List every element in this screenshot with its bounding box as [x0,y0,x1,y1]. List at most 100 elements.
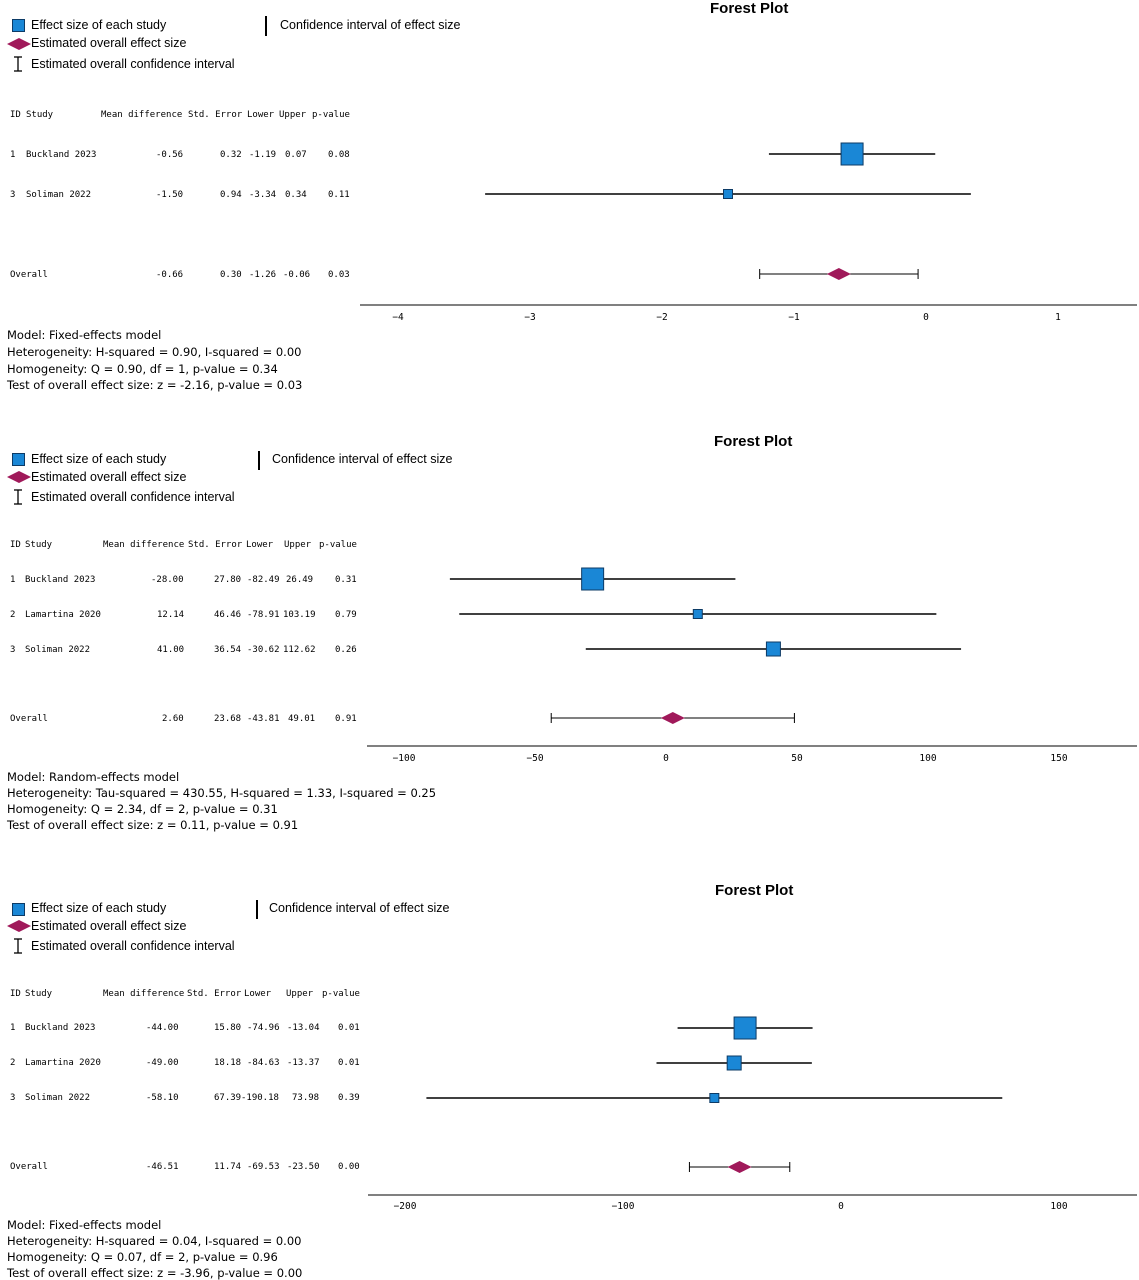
study-effect-marker [692,609,703,619]
overall-effect-diamond [727,1161,752,1173]
overall-upper: -0.06 [283,270,311,280]
footer-heterogeneity: Heterogeneity: H-squared = 0.04, I-squar… [7,1234,302,1248]
footer-model: Model: Random-effects model [7,770,180,784]
overall-ci-legend-icon [14,938,22,954]
header-md: Mean difference [103,540,185,550]
row-se: 36.54 [214,645,242,655]
footer-test: Test of overall effect size: z = 0.11, p… [7,818,299,832]
overall-label: Overall [10,270,48,280]
legend-overall-label: Estimated overall effect size [31,36,187,50]
overall-ci-legend-icon [14,489,22,505]
row-lower: -1.19 [249,150,277,160]
row-p: 0.79 [335,610,357,620]
header-se: Std. Error [188,540,243,550]
row-p: 0.01 [338,1023,360,1033]
row-id: 3 [10,645,16,655]
header-md: Mean difference [103,989,185,999]
study-effect-marker [709,1093,720,1103]
row-se: 18.18 [214,1058,242,1068]
header-se: Std. Error [187,989,242,999]
header-md: Mean difference [101,110,183,120]
overall-upper: -23.50 [287,1162,320,1172]
overall-legend-icon [7,920,31,932]
header-study: Study [25,989,53,999]
legend-ci-label: Confidence interval of effect size [280,18,461,32]
row-id: 1 [10,575,16,585]
overall-ci-legend-icon [14,56,22,72]
overall-md: 2.60 [162,714,184,724]
row-lower: -74.96 [247,1023,280,1033]
overall-se: 11.74 [214,1162,242,1172]
header-p: p-value [322,989,360,999]
row-id: 1 [10,150,16,160]
row-md: -58.10 [146,1093,179,1103]
legend-overall-ci-label: Estimated overall confidence interval [31,490,235,504]
ci-legend-icon [256,900,258,919]
overall-md: -0.66 [156,270,184,280]
chart-title: Forest Plot [710,0,789,17]
row-upper: 112.62 [283,645,316,655]
row-id: 2 [10,1058,16,1068]
header-upper: Upper [279,110,307,120]
row-md: -44.00 [146,1023,179,1033]
header-lower: Lower [246,540,274,550]
study-effect-marker [581,567,605,591]
row-lower: -82.49 [247,575,280,585]
overall-se: 23.68 [214,714,242,724]
overall-upper: 49.01 [288,714,316,724]
row-study: Buckland 2023 [25,575,96,585]
row-se: 0.32 [220,150,242,160]
ci-legend-icon [258,451,260,470]
footer-heterogeneity: Heterogeneity: H-squared = 0.90, I-squar… [7,345,302,359]
study-effect-marker [726,1055,742,1071]
footer-heterogeneity: Heterogeneity: Tau-squared = 430.55, H-s… [7,786,437,800]
legend-ci-label: Confidence interval of effect size [269,901,450,915]
row-upper: -13.37 [287,1058,320,1068]
x-tick-label: −200 [394,1201,417,1212]
x-tick-label: 0 [663,753,669,764]
x-tick-label: −50 [526,753,543,764]
overall-p: 0.03 [328,270,350,280]
row-md: -49.00 [146,1058,179,1068]
x-tick-label: −100 [612,1201,635,1212]
overall-legend-icon [7,38,31,50]
row-md: -28.00 [151,575,184,585]
header-lower: Lower [244,989,272,999]
overall-se: 0.30 [220,270,242,280]
x-tick-label: 150 [1050,753,1067,764]
legend-effect-label: Effect size of each study [31,18,167,32]
header-study: Study [25,540,53,550]
x-tick-label: 1 [1055,312,1061,323]
x-tick-label: 50 [791,753,803,764]
row-study: Soliman 2022 [25,645,91,655]
row-p: 0.31 [335,575,357,585]
header-id: ID [10,989,21,999]
row-id: 1 [10,1023,16,1033]
row-p: 0.11 [328,190,350,200]
row-se: 46.46 [214,610,242,620]
row-upper: 0.07 [285,150,307,160]
study-effect-marker [840,142,864,166]
footer-model: Model: Fixed-effects model [7,1218,162,1232]
row-study: Lamartina 2020 [25,610,101,620]
row-id: 3 [10,1093,16,1103]
row-upper: -13.04 [287,1023,320,1033]
footer-homogeneity: Homogeneity: Q = 0.90, df = 1, p-value =… [7,362,278,376]
header-lower: Lower [247,110,275,120]
footer-homogeneity: Homogeneity: Q = 0.07, df = 2, p-value =… [7,1250,278,1264]
header-id: ID [10,540,21,550]
row-md: 41.00 [157,645,185,655]
overall-md: -46.51 [146,1162,179,1172]
header-upper: Upper [286,989,314,999]
row-study: Lamartina 2020 [25,1058,101,1068]
x-tick-label: −1 [788,312,800,323]
legend-effect-label: Effect size of each study [31,452,167,466]
legend-ci-label: Confidence interval of effect size [272,452,453,466]
overall-lower: -69.53 [247,1162,280,1172]
header-p: p-value [312,110,350,120]
x-tick-label: −4 [392,312,404,323]
footer-homogeneity: Homogeneity: Q = 2.34, df = 2, p-value =… [7,802,278,816]
overall-label: Overall [10,714,48,724]
row-lower: -30.62 [247,645,280,655]
x-tick-label: 100 [1050,1201,1067,1212]
